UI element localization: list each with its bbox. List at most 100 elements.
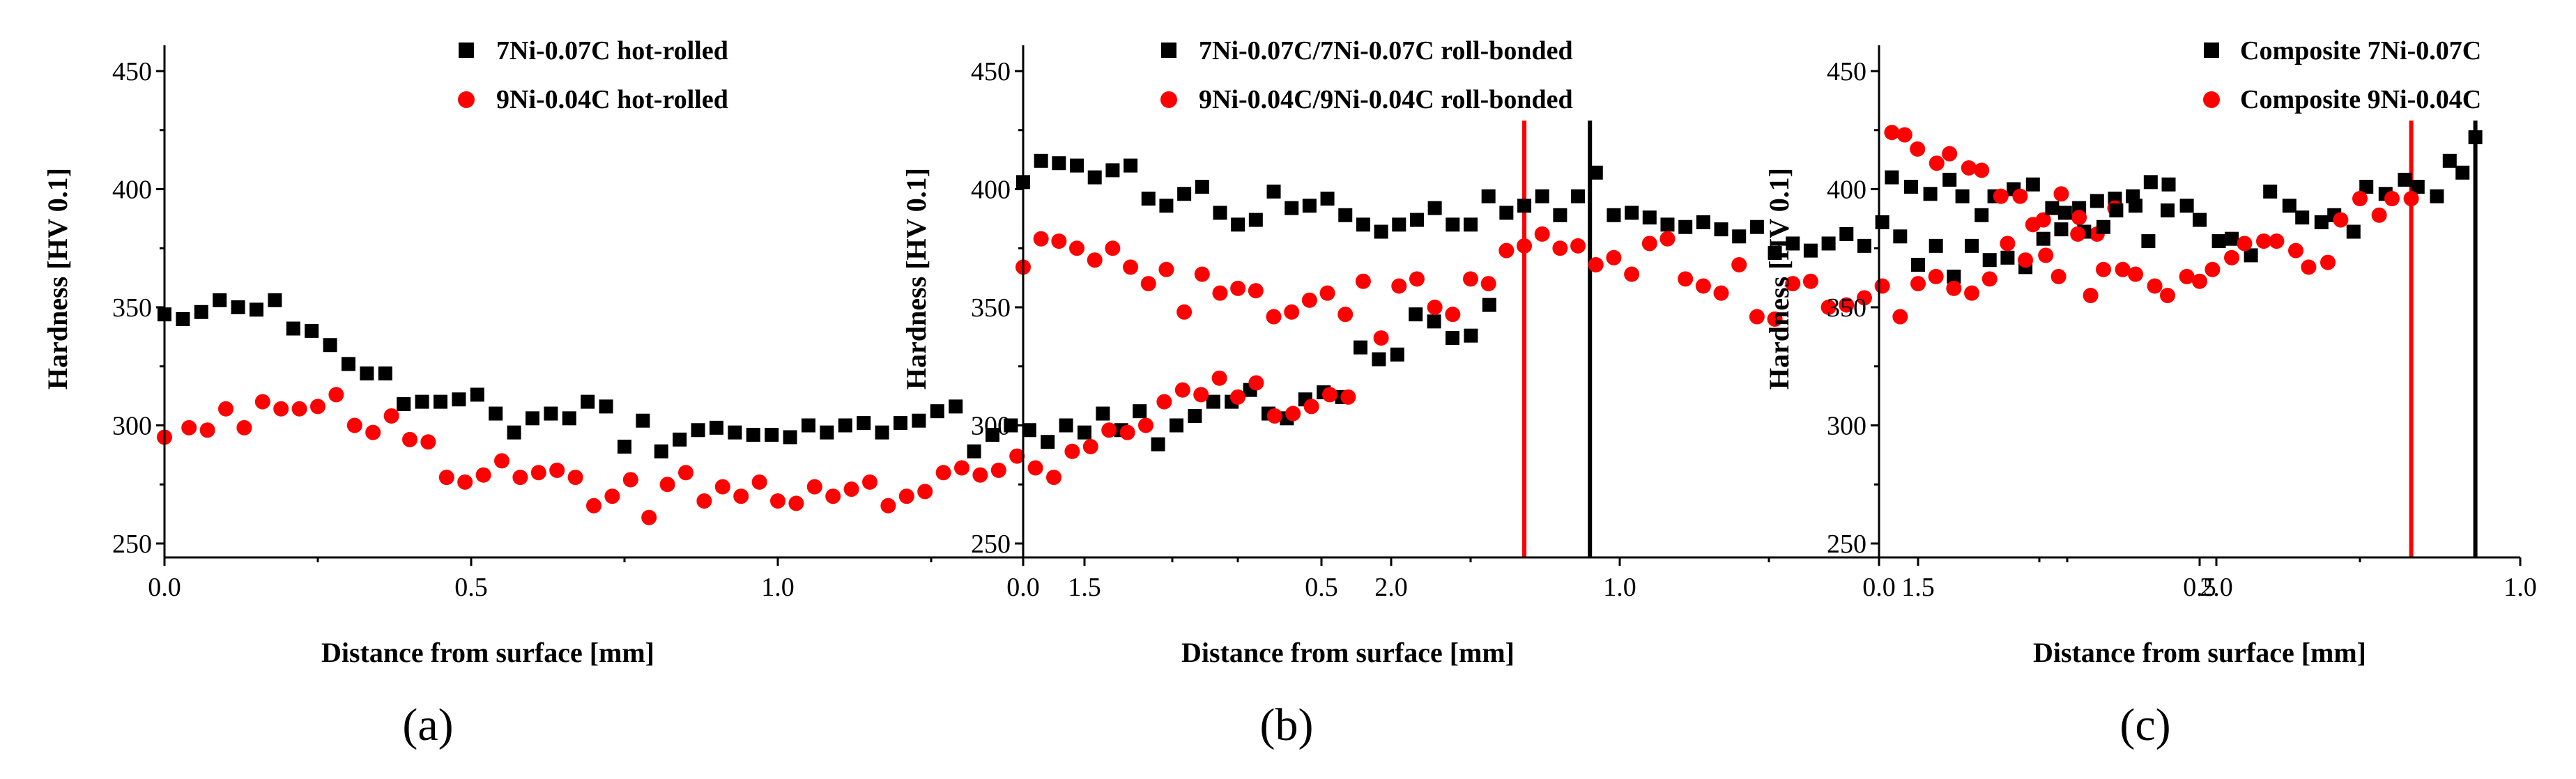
data-point-series-2 [291,401,307,417]
data-point-series-1 [599,399,613,414]
data-point-series-1 [1947,269,1961,284]
data-point-series-2 [1896,127,1912,143]
data-point-series-2 [2320,254,2336,270]
data-point-series-1 [2161,177,2176,192]
data-point-series-2 [1248,375,1264,391]
data-point-series-1 [1464,217,1478,232]
data-point-series-2 [2083,288,2099,304]
data-point-series-1 [2314,215,2329,229]
data-point-series-2 [1230,280,1246,296]
data-point-series-2 [733,488,749,504]
data-point-series-2 [1839,297,1855,313]
data-point-series-1 [1427,201,1442,215]
data-point-series-1 [1955,189,1970,203]
data-point-series-1 [1409,307,1423,322]
data-point-series-2 [1445,307,1461,323]
data-point-series-1 [1929,238,1943,253]
data-point-series-1 [1374,224,1388,239]
data-point-series-2 [678,465,693,481]
data-point-series-1 [415,394,429,409]
x-axis-title: Distance from surface [mm] [2033,637,2366,668]
data-point-series-1 [434,394,447,409]
data-point-series-1 [1285,201,1299,215]
x-tick-label: 0.5 [2183,573,2216,602]
data-point-series-2 [1211,370,1227,386]
data-point-series-2 [2147,278,2163,294]
data-point-series-2 [1101,422,1117,438]
data-point-series-1 [1696,215,1710,229]
data-point-series-1 [562,411,576,426]
data-point-series-1 [838,418,852,433]
data-point-series-2 [365,424,381,440]
data-point-series-2 [604,488,620,504]
data-point-series-1 [544,406,558,421]
data-point-series-1 [875,425,889,440]
legend-marker-series-1 [1161,43,1176,58]
data-point-series-2 [2038,247,2054,263]
data-point-series-2 [917,484,933,500]
data-point-series-1 [967,444,981,458]
panel-label: (c) [2119,700,2170,750]
data-point-series-2 [1158,261,1174,277]
y-axis-title: Hardness [HV 0.1] [42,168,73,390]
data-point-series-1 [636,413,650,428]
data-point-series-2 [438,470,454,486]
y-tick-label: 300 [1827,412,1866,441]
data-point-series-1 [986,428,999,442]
data-point-series-2 [1588,256,1604,272]
data-point-series-1 [1481,189,1496,203]
x-tick-label: 2.0 [1374,573,1408,602]
data-point-series-1 [1571,189,1586,203]
x-tick-label: 1.5 [1901,573,1935,602]
y-tick-label: 400 [971,176,1011,205]
data-point-series-2 [1427,300,1443,315]
data-point-series-2 [1678,271,1694,287]
data-point-series-2 [2018,252,2034,268]
data-point-series-1 [489,406,503,421]
data-point-series-2 [1928,268,1944,284]
data-point-series-1 [250,302,263,317]
data-point-series-2 [1391,278,1407,294]
data-point-series-1 [2410,180,2425,194]
data-point-series-1 [2263,184,2278,199]
data-point-series-1 [1392,217,1406,232]
x-tick-label: 0.5 [454,573,488,602]
data-point-series-1 [1087,170,1102,185]
data-point-series-1 [305,323,319,338]
data-point-series-1 [1749,219,1764,234]
y-axis-title: Hardness [HV 0.1] [900,168,932,390]
data-point-series-1 [1213,206,1227,220]
data-point-series-1 [654,444,668,458]
data-point-series-1 [2455,165,2470,180]
data-point-series-2 [236,419,252,435]
data-point-series-2 [2071,210,2087,226]
data-point-series-2 [1340,389,1356,405]
data-point-series-1 [286,321,300,336]
data-point-series-2 [2000,236,2016,252]
data-point-series-2 [2301,259,2317,275]
data-point-series-1 [1517,199,1532,213]
data-point-series-1 [1177,187,1192,201]
data-point-series-1 [1248,213,1263,227]
y-tick-label: 250 [1827,530,1866,559]
data-point-series-1 [1409,213,1424,227]
data-point-series-1 [765,428,779,442]
data-point-series-2 [1064,443,1080,459]
data-point-series-1 [1446,217,1460,232]
data-point-series-1 [507,425,521,440]
data-point-series-1 [1588,165,1603,180]
data-point-series-1 [1004,418,1018,433]
data-point-series-2 [880,498,896,514]
data-point-series-2 [1409,271,1425,287]
data-point-series-1 [1803,243,1818,258]
data-point-series-2 [1552,240,1568,256]
data-point-series-1 [2430,189,2444,203]
y-tick-label: 250 [971,530,1011,559]
data-point-series-2 [1248,283,1264,299]
y-axis-title: Hardness [HV 0.1] [1763,168,1795,390]
data-point-series-2 [1767,311,1783,327]
data-point-series-2 [2384,191,2400,207]
legend: 7Ni-0.07C hot-rolled 9Ni-0.04C hot-rolle… [458,36,728,114]
legend-marker-series-2 [458,91,475,108]
